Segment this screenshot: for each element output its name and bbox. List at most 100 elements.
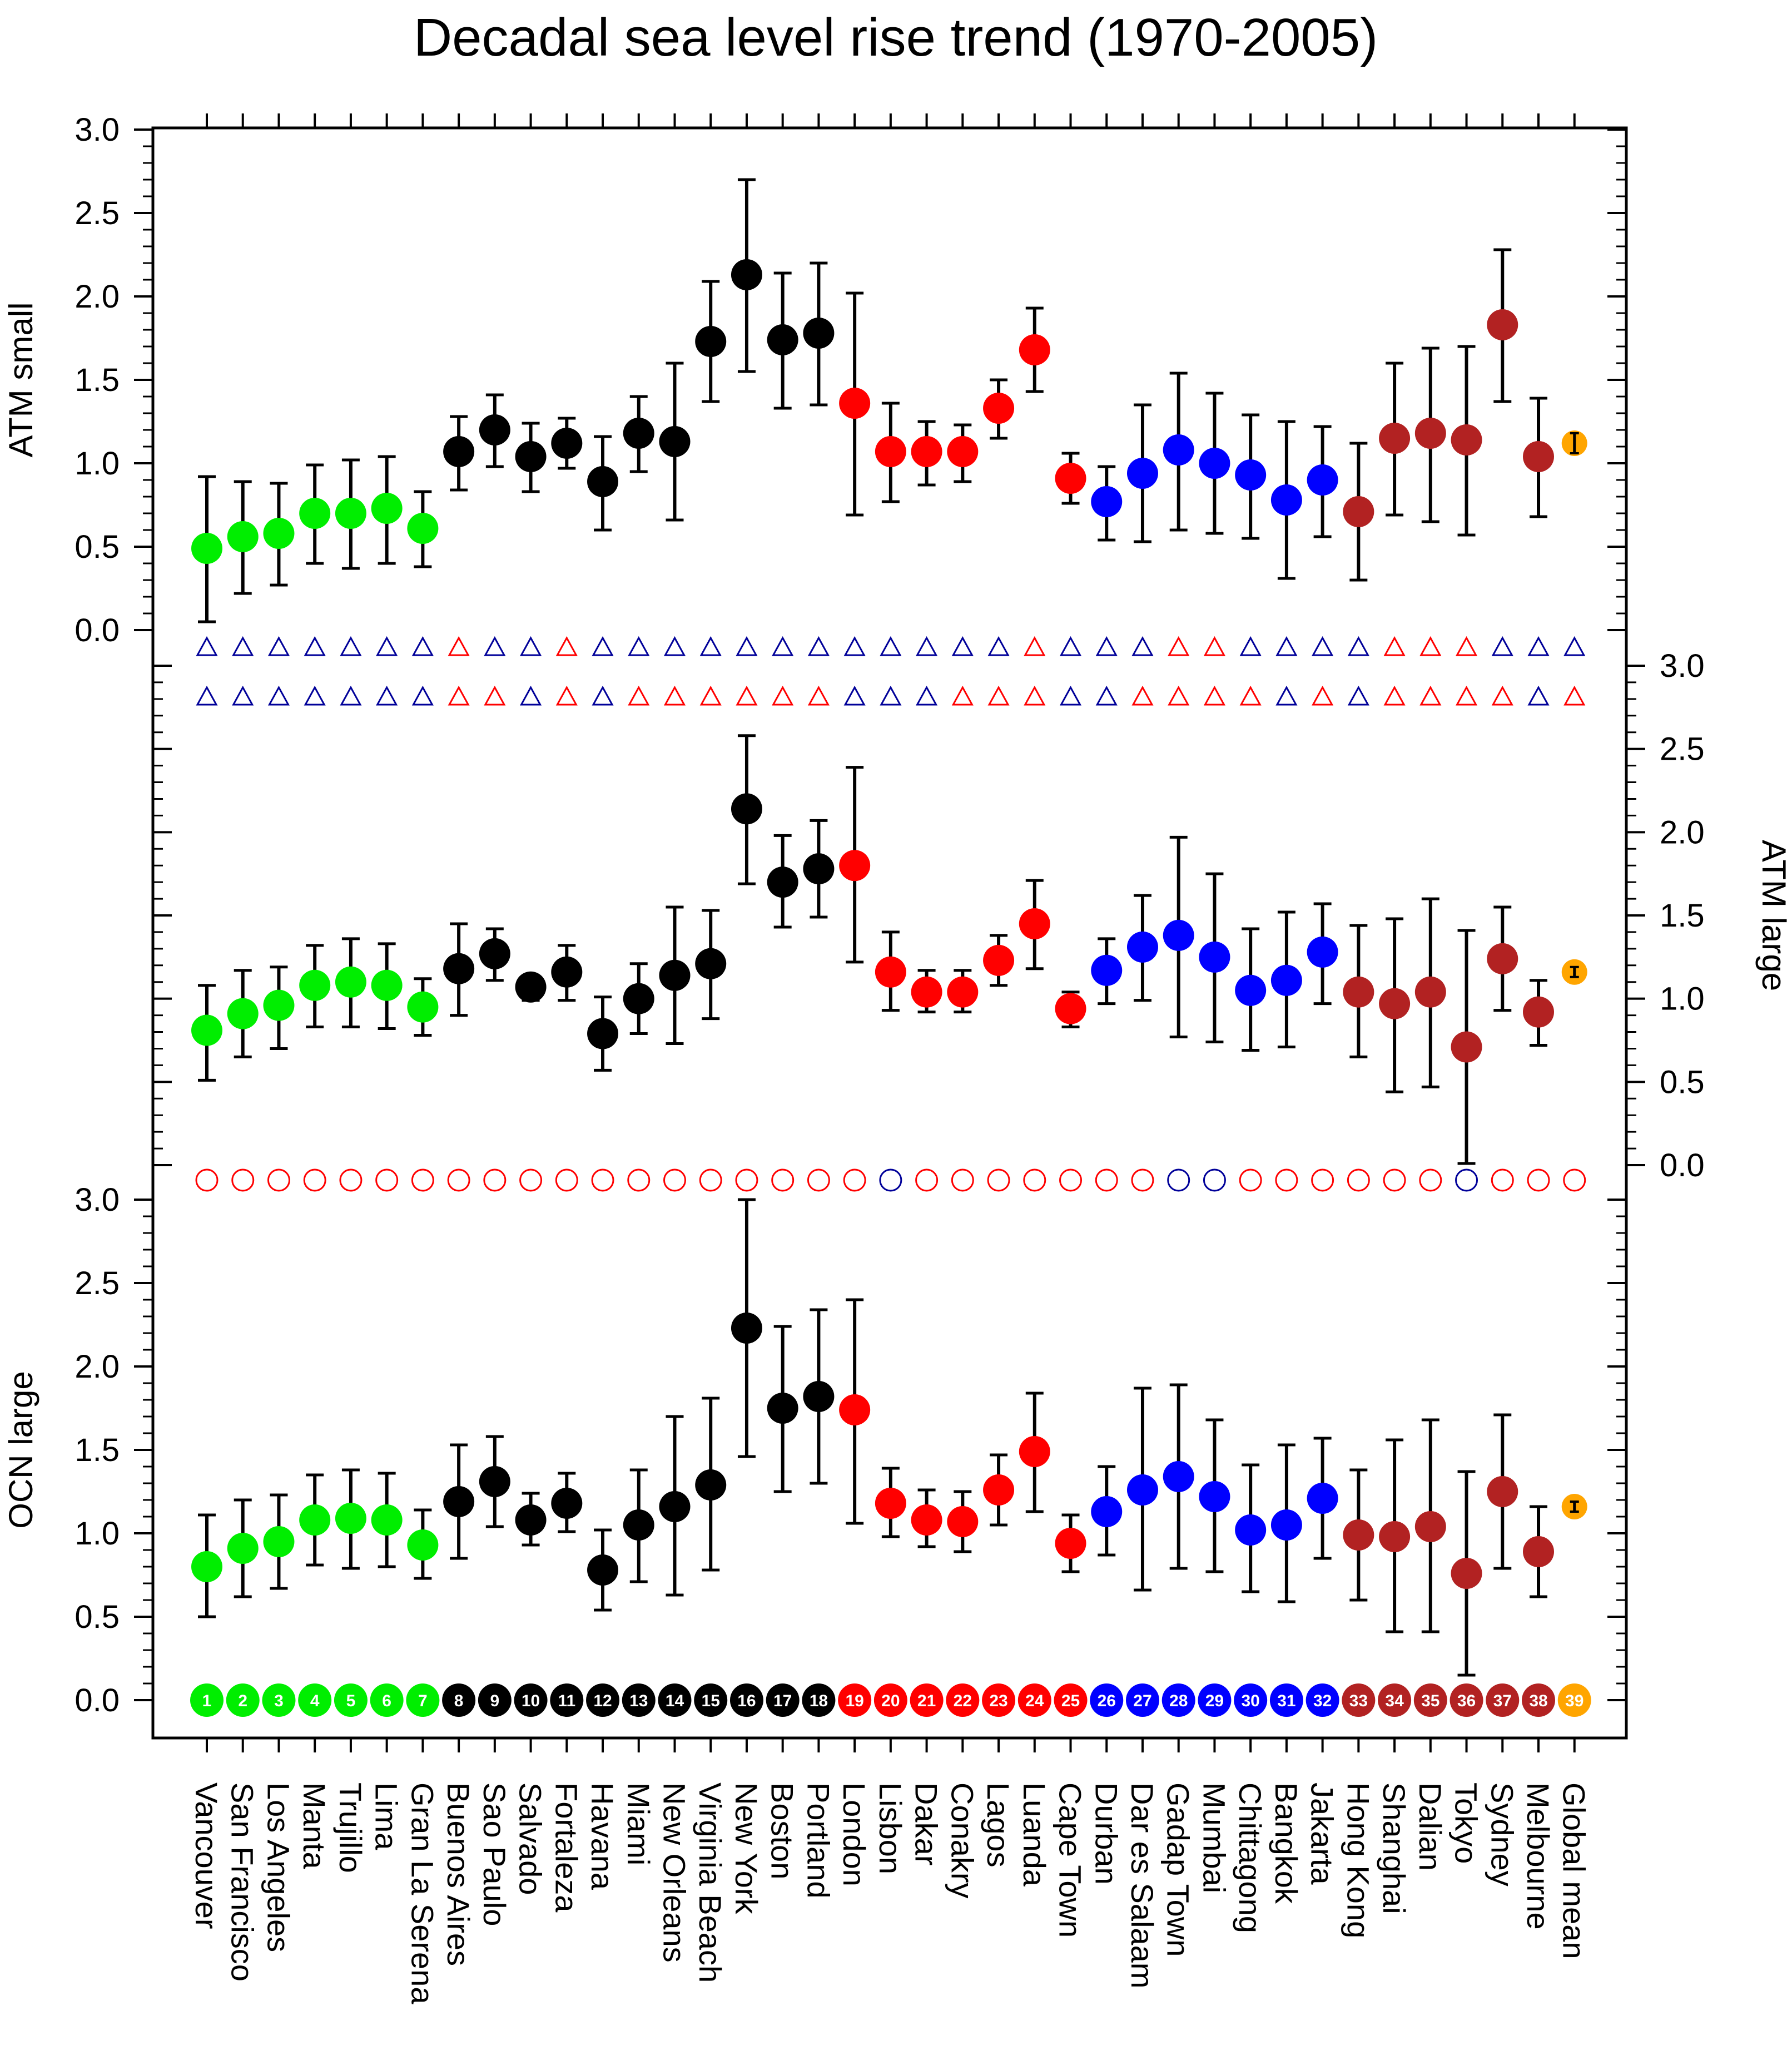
city-number: 21	[917, 1692, 936, 1710]
data-point	[515, 441, 547, 472]
data-point	[407, 991, 439, 1023]
city-number-marker	[226, 1683, 260, 1717]
data-point	[695, 326, 727, 357]
data-point	[263, 518, 295, 549]
significance-triangle	[628, 636, 650, 656]
city-label: Sydney	[1485, 1782, 1520, 1886]
city-number: 32	[1313, 1692, 1332, 1710]
y-tick-label: 2.5	[1660, 731, 1705, 767]
significance-triangle	[1456, 685, 1478, 706]
city-number-marker	[1125, 1683, 1159, 1717]
data-point	[1379, 423, 1411, 454]
significance-circle	[951, 1168, 974, 1192]
data-point	[767, 866, 798, 898]
data-point	[1307, 464, 1338, 496]
y-tick-label: 0.0	[1660, 1147, 1705, 1183]
significance-triangle	[951, 636, 974, 656]
y-tick-label: 0.0	[75, 612, 120, 648]
significance-triangle	[1131, 636, 1154, 656]
significance-triangle	[196, 685, 218, 706]
data-point	[623, 1509, 654, 1541]
city-number-marker	[910, 1683, 944, 1717]
data-point	[731, 259, 762, 290]
y-tick-label: 0.5	[75, 1599, 120, 1635]
data-point	[1055, 1528, 1086, 1559]
city-number-marker	[478, 1683, 512, 1717]
significance-circle	[591, 1168, 614, 1192]
data-point	[839, 1394, 871, 1425]
city-number-marker	[190, 1683, 224, 1717]
significance-circle	[1059, 1168, 1083, 1192]
data-point	[551, 956, 583, 988]
y-tick-label: 2.0	[1660, 814, 1705, 850]
significance-circle	[555, 1168, 578, 1192]
data-point	[1091, 1496, 1123, 1527]
data-point	[1199, 941, 1230, 973]
data-point	[371, 493, 403, 524]
significance-circle	[843, 1168, 866, 1192]
significance-circle	[339, 1168, 363, 1192]
data-point	[875, 436, 906, 467]
data-point	[479, 1466, 510, 1497]
city-label: Conakry	[945, 1782, 980, 1899]
significance-triangle	[1059, 636, 1082, 656]
significance-triangle	[987, 685, 1010, 706]
city-number: 27	[1133, 1692, 1151, 1710]
significance-circle	[1023, 1168, 1046, 1192]
data-point	[227, 998, 259, 1029]
significance-triangle	[520, 685, 542, 706]
significance-triangle	[699, 636, 722, 656]
city-label: Tokyo	[1449, 1782, 1484, 1864]
data-point	[1235, 459, 1267, 491]
series-ocn-large	[191, 1198, 1587, 1677]
data-point	[1126, 931, 1158, 963]
city-number: 6	[382, 1692, 391, 1710]
data-point	[479, 414, 510, 445]
data-point	[659, 426, 691, 457]
significance-triangle	[916, 685, 938, 706]
data-point	[587, 466, 619, 497]
significance-triangle	[376, 636, 398, 656]
city-label: Gran La Serena	[405, 1782, 440, 2004]
significance-triangle	[1168, 685, 1190, 706]
significance-triangle	[1419, 636, 1442, 656]
city-number: 1	[202, 1692, 212, 1710]
y-axis-label: ATM small	[2, 303, 39, 458]
significance-triangle	[663, 636, 686, 656]
data-point	[263, 1526, 295, 1557]
city-label: Lisbon	[873, 1782, 908, 1874]
data-point	[803, 1381, 835, 1412]
significance-circle	[1167, 1168, 1190, 1192]
data-point	[1343, 496, 1374, 527]
significance-triangle	[411, 685, 434, 706]
city-label: Fortaleza	[549, 1782, 584, 1913]
axis-atm-small: 0.0 0.5 1.0 1.5 2.0 2.5 3.0 ATM small	[2, 112, 1626, 648]
data-point	[659, 959, 691, 991]
city-number-marker	[1090, 1683, 1124, 1717]
significance-circle	[1347, 1168, 1370, 1192]
data-point	[1163, 919, 1194, 951]
significance-triangle	[1563, 636, 1586, 656]
significance-triangle	[987, 636, 1010, 656]
data-point	[299, 1504, 331, 1536]
significance-triangle	[772, 636, 794, 656]
city-label: New Orleans	[657, 1782, 692, 1963]
significance-circle	[771, 1168, 795, 1192]
significance-triangle	[916, 636, 938, 656]
significance-triangle	[340, 685, 362, 706]
data-point	[407, 513, 439, 544]
data-point	[443, 953, 475, 984]
data-point	[1163, 434, 1194, 466]
data-point	[1270, 1509, 1302, 1541]
significance-circle	[1527, 1168, 1550, 1192]
y-tick-label: 1.5	[75, 1432, 120, 1468]
city-number-marker	[729, 1683, 763, 1717]
data-point	[335, 498, 366, 529]
significance-triangle	[196, 636, 218, 656]
city-number: 2	[238, 1692, 247, 1710]
significance-triangle	[376, 685, 398, 706]
city-label: Melbourne	[1521, 1782, 1556, 1930]
city-number: 38	[1529, 1692, 1547, 1710]
city-number-marker	[1522, 1683, 1556, 1717]
significance-circle	[1419, 1168, 1442, 1192]
